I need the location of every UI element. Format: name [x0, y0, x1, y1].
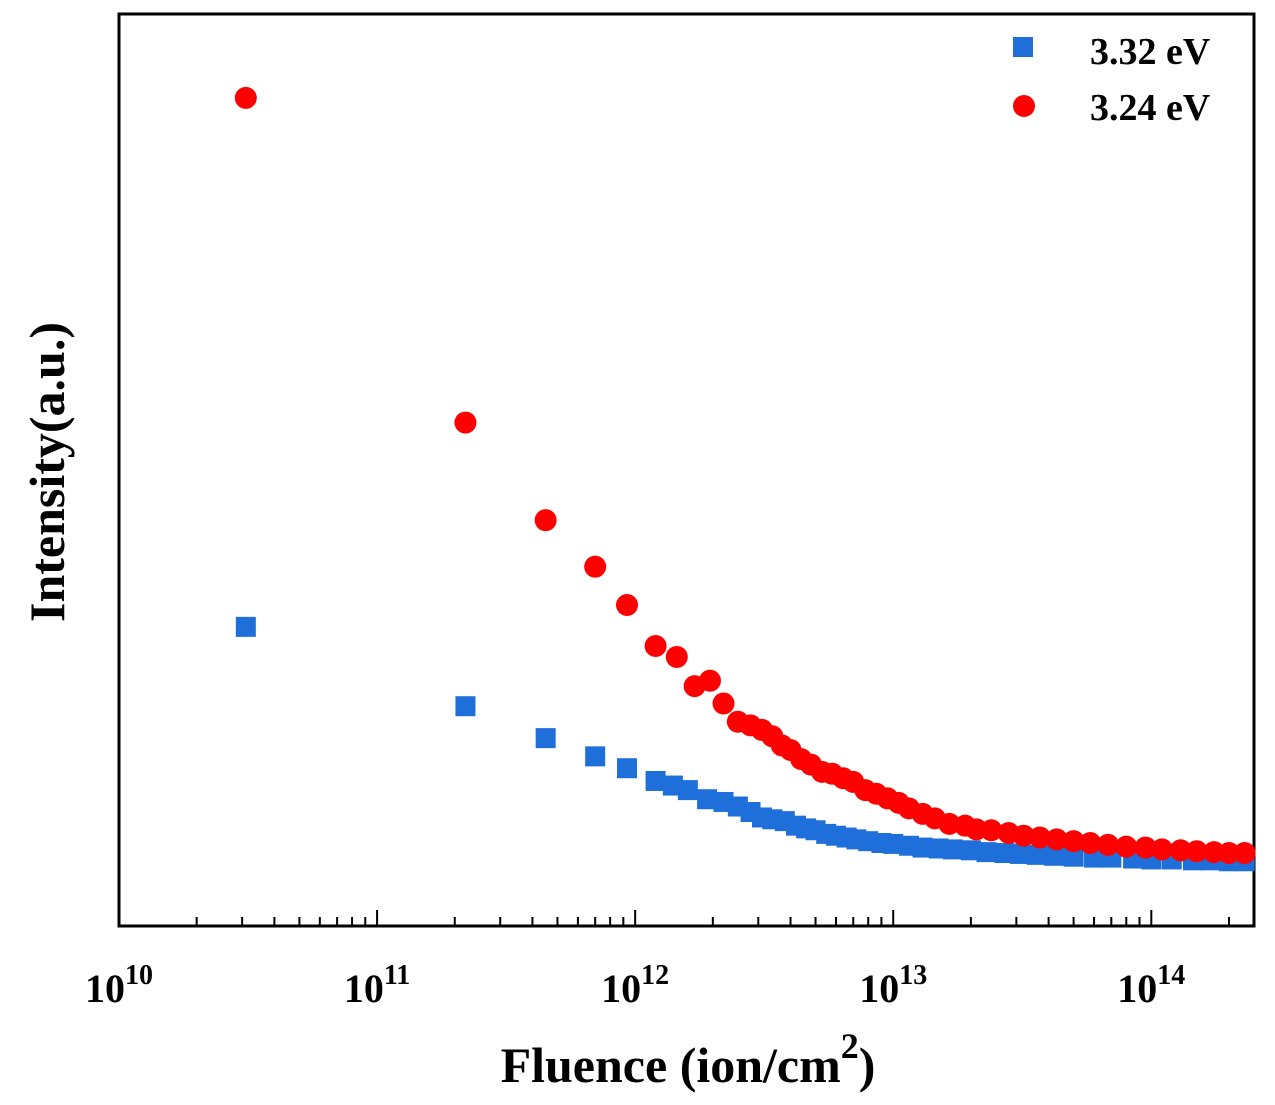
data-point [644, 635, 667, 658]
data-point [1185, 840, 1208, 863]
x-tick-base: 10 [1117, 966, 1157, 1011]
data-point [535, 728, 556, 749]
x-tick-exponent: 11 [384, 960, 410, 991]
data-point [1079, 832, 1102, 855]
x-axis-tick-labels: 1010 1011 1012 1013 1014 [85, 960, 1185, 1011]
x-tick-exponent: 13 [899, 960, 927, 991]
plot-frame [117, 12, 1256, 928]
data-point [677, 780, 698, 801]
data-point [994, 843, 1015, 864]
x-axis-title-main: Fluence (ion/cm [501, 1037, 841, 1093]
data-point [712, 692, 735, 715]
data-point [1134, 836, 1157, 859]
x-tick-label: 1010 [85, 960, 153, 1011]
data-point [697, 789, 718, 810]
data-point [235, 616, 256, 637]
series-0 [235, 616, 1255, 872]
data-point [980, 819, 1003, 842]
data-point [585, 746, 606, 767]
data-point [645, 770, 666, 791]
x-axis-ticks [118, 910, 1230, 926]
data-point [455, 696, 476, 717]
data-point [1169, 839, 1192, 862]
legend-label-3-32ev: 3.32 eV [1090, 31, 1211, 73]
legend-marker-3-32ev [1013, 37, 1033, 57]
x-tick-exponent: 12 [641, 960, 669, 991]
data-point [976, 842, 997, 863]
x-tick-exponent: 14 [1157, 960, 1185, 991]
series-1 [234, 86, 1256, 865]
data-point [1217, 842, 1240, 865]
data-point [665, 645, 688, 668]
x-axis-title-superscript: 2 [841, 1026, 859, 1066]
y-axis-title: Intensity(a.u.) [19, 322, 75, 622]
x-tick-base: 10 [601, 966, 641, 1011]
data-point [584, 555, 607, 578]
data-point [1012, 824, 1035, 847]
legend-label-3-24ev: 3.24 eV [1090, 87, 1211, 129]
data-point [1026, 844, 1047, 865]
data-point [1044, 845, 1065, 866]
data-point [960, 840, 981, 861]
data-point [616, 593, 639, 616]
x-axis-title-suffix: ) [859, 1037, 876, 1093]
data-point [883, 833, 904, 854]
data-point [1063, 846, 1084, 867]
data-point [912, 837, 933, 858]
data-point [454, 411, 477, 434]
data-point [234, 86, 257, 109]
x-tick-label: 1013 [859, 960, 927, 1011]
data-point [1097, 833, 1120, 856]
x-tick-exponent: 10 [125, 960, 153, 991]
data-point [1010, 843, 1031, 864]
x-tick-base: 10 [85, 966, 125, 1011]
data-point [942, 839, 963, 860]
data-point [1028, 826, 1051, 849]
data-point [1233, 842, 1256, 865]
x-tick-base: 10 [859, 966, 899, 1011]
data-point [1115, 835, 1138, 858]
x-tick-label: 1011 [344, 960, 410, 1011]
x-axis-title: Fluence (ion/cm2) [501, 1026, 876, 1093]
x-tick-label: 1012 [601, 960, 669, 1011]
data-point [1150, 838, 1173, 861]
data-point [699, 669, 722, 692]
series-layer [234, 86, 1256, 872]
data-point [617, 758, 638, 779]
data-point [1062, 830, 1085, 853]
legend: 3.32 eV 3.24 eV [1013, 31, 1211, 129]
legend-marker-3-24ev [1013, 95, 1035, 117]
data-point [1045, 828, 1068, 851]
x-tick-label: 1014 [1117, 960, 1185, 1011]
x-tick-base: 10 [344, 966, 384, 1011]
data-point [534, 509, 557, 532]
